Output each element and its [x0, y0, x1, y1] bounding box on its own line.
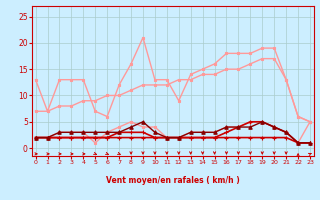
X-axis label: Vent moyen/en rafales ( km/h ): Vent moyen/en rafales ( km/h ) — [106, 176, 240, 185]
